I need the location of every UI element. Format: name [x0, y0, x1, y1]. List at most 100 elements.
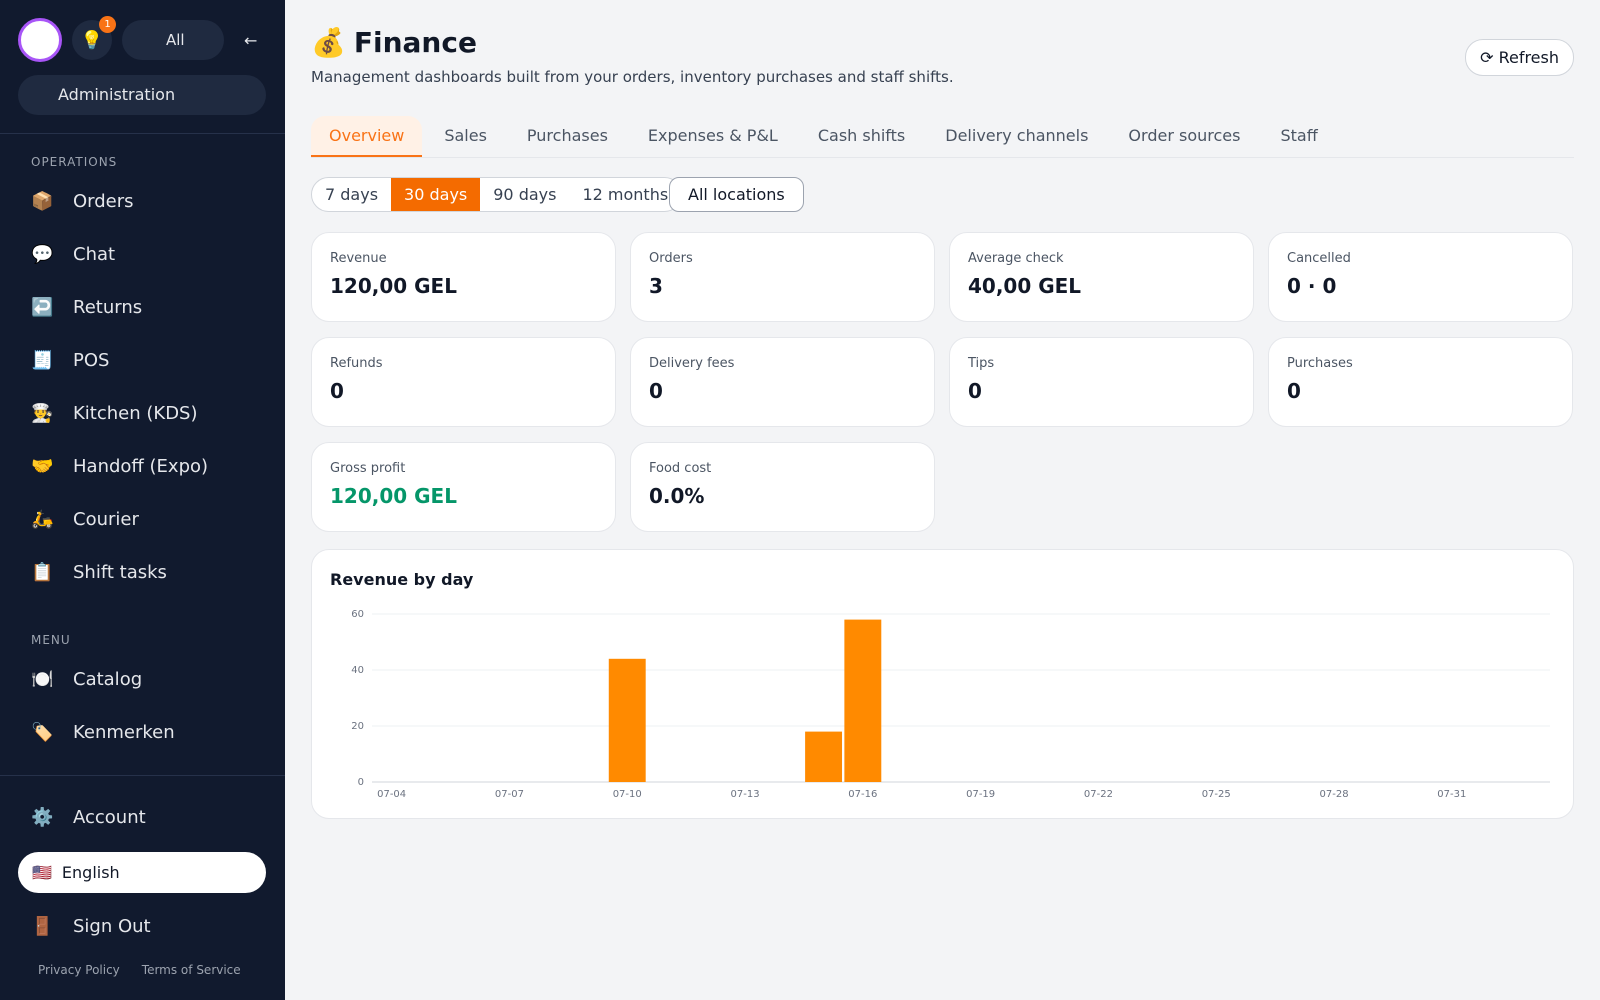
title-icon: 💰: [311, 26, 346, 59]
badge: 1: [99, 16, 116, 33]
nav-item[interactable]: 👨‍🍳 Kitchen (KDS): [0, 387, 285, 440]
store-select[interactable]: All: [122, 20, 224, 60]
nav-item[interactable]: ↩️ Returns: [0, 281, 285, 334]
range-button[interactable]: 90 days: [493, 185, 557, 204]
kpi-label: Revenue: [330, 251, 387, 266]
nav: OPERATIONS 📦 Orders 💬 Chat ↩️ Returns 🧾 POS 👨‍🍳 Ki…: [0, 135, 285, 759]
kpi-card: Revenue 120,00 GEL: [311, 232, 616, 322]
x-tick-label: 07-28: [1320, 789, 1349, 800]
kpi-card: Orders 3: [630, 232, 935, 322]
range-button[interactable]: 30 days: [391, 178, 481, 211]
range-button[interactable]: 7 days: [325, 185, 379, 204]
x-tick-label: 07-07: [495, 789, 524, 800]
refresh-button[interactable]: ⟳ Refresh: [1465, 39, 1574, 76]
kpi-label: Gross profit: [330, 461, 406, 476]
tab[interactable]: Delivery channels: [945, 126, 1089, 145]
nav-label: Kitchen (KDS): [73, 403, 198, 424]
kpi-label: Tips: [968, 356, 995, 371]
kpi-card: Average check 40,00 GEL: [949, 232, 1254, 322]
kpi-value: 3: [649, 274, 663, 298]
role-select[interactable]: Administration: [18, 75, 266, 115]
section-title: OPERATIONS: [31, 155, 118, 169]
footer-link[interactable]: Privacy Policy: [38, 963, 120, 977]
nav-item[interactable]: 🤝 Handoff (Expo): [0, 440, 285, 493]
tab[interactable]: Staff: [1280, 126, 1318, 145]
kpi-card: Purchases 0: [1268, 337, 1573, 427]
nav-item[interactable]: 📋 Shift tasks: [0, 546, 285, 599]
range-button[interactable]: 12 months: [582, 185, 669, 204]
divider: [0, 133, 285, 134]
kpi-card: Delivery fees 0: [630, 337, 935, 427]
tab[interactable]: Cash shifts: [817, 126, 906, 145]
bar: [805, 731, 843, 782]
x-tick-label: 07-22: [1084, 789, 1113, 800]
nav-icon: 🚪: [31, 916, 54, 937]
account-item[interactable]: ⚙️ Account: [0, 791, 285, 844]
nav-label: Orders: [73, 191, 134, 212]
kpi-value: 0: [330, 379, 344, 403]
subtitle: Management dashboards built from your or…: [311, 68, 954, 86]
location-select[interactable]: All locations: [669, 177, 804, 212]
kpi-value: 0: [649, 379, 663, 403]
nav-item[interactable]: 🧾 POS: [0, 334, 285, 387]
chart: 0 20 40 60 07-04 07-07 07-10 07-13 07-16 07-19 07-…: [351, 609, 1550, 800]
language-label: English: [61, 863, 120, 882]
kpi-label: Purchases: [1287, 356, 1353, 371]
x-tick-label: 07-10: [613, 789, 642, 800]
nav-icon: 🛵: [31, 509, 54, 530]
language-select[interactable]: 🇺🇸 English: [18, 852, 266, 893]
footer-links: Privacy Policy Terms of Service: [38, 963, 241, 977]
mic-button[interactable]: [18, 18, 62, 62]
page-title: 💰 Finance: [311, 26, 477, 59]
nav-icon: 💬: [31, 244, 54, 265]
nav-item[interactable]: 📦 Orders: [0, 175, 285, 228]
nav-icon: 📋: [31, 562, 54, 583]
kpi-value: 0: [1287, 379, 1301, 403]
kpi-label: Cancelled: [1287, 251, 1351, 266]
chart-title: Revenue by day: [330, 570, 474, 589]
kpi-value: 40,00 GEL: [968, 274, 1082, 298]
x-tick-label: 07-13: [731, 789, 760, 800]
nav-label: Handoff (Expo): [73, 456, 209, 477]
tab[interactable]: Sales: [444, 126, 487, 145]
nav-label: POS: [73, 350, 110, 371]
footer-link[interactable]: Terms of Service: [141, 963, 241, 977]
tab[interactable]: Purchases: [526, 126, 608, 145]
kpi-value: 0: [968, 379, 982, 403]
x-tick-label: 07-31: [1437, 789, 1466, 800]
kpi-label: Orders: [649, 251, 693, 266]
nav-item[interactable]: 🍽️ Catalog: [0, 653, 285, 706]
nav-item[interactable]: 🏷️ Kenmerken: [0, 706, 285, 759]
kpi-value: 0 · 0: [1287, 274, 1337, 298]
kpi-value: 0.0%: [649, 484, 705, 508]
nav-icon: 👨‍🍳: [31, 403, 54, 424]
kpi-label: Average check: [968, 251, 1064, 266]
divider: [0, 775, 285, 776]
kpi-value: 120,00 GEL: [330, 274, 457, 298]
bar: [608, 658, 646, 782]
nav-label: Courier: [73, 509, 139, 530]
section-title: MENU: [31, 633, 71, 647]
title-text: Finance: [353, 26, 477, 59]
nav-label: Sign Out: [73, 916, 151, 937]
ideas-button[interactable]: 💡 1: [72, 16, 116, 60]
sign-out[interactable]: 🚪 Sign Out: [0, 900, 285, 953]
nav-icon: ⚙️: [31, 807, 54, 828]
nav-item[interactable]: 🛵 Courier: [0, 493, 285, 546]
nav-label: Account: [73, 807, 146, 828]
nav-label: Catalog: [73, 669, 143, 690]
tab[interactable]: Overview: [311, 116, 423, 157]
tab[interactable]: Expenses & P&L: [647, 126, 778, 145]
sidebar: 💡 1 All ← Administration OPERATIONS 📦 Orders 💬 Ch…: [0, 0, 285, 1000]
main: 💰 Finance Management dashboards built from…: [285, 0, 1600, 1000]
tab[interactable]: Order sources: [1128, 126, 1241, 145]
nav-label: Chat: [73, 244, 116, 265]
nav-label: Returns: [73, 297, 143, 318]
kpi-label: Delivery fees: [649, 356, 735, 371]
x-tick-label: 07-25: [1202, 789, 1231, 800]
nav-item[interactable]: 💬 Chat: [0, 228, 285, 281]
y-tick-label: 20: [351, 721, 364, 732]
y-tick-label: 0: [358, 777, 364, 788]
collapse-button[interactable]: ←: [244, 30, 258, 50]
